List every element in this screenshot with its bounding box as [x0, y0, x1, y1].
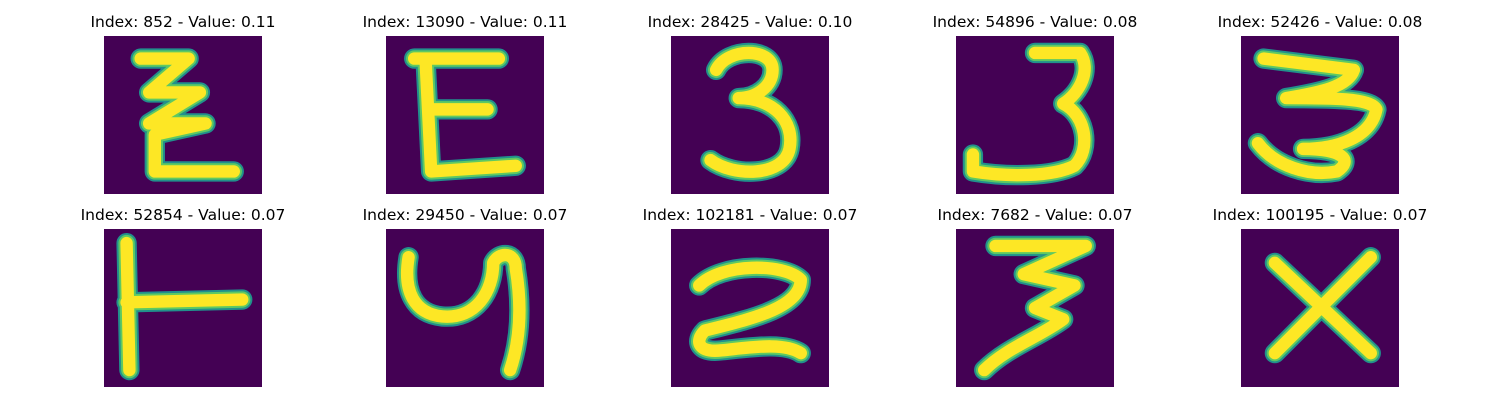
glyph-stroke: [1268, 251, 1377, 360]
digit-image: [1241, 229, 1399, 387]
panel-title: Index: 52854 - Value: 0.07: [80, 206, 286, 224]
panel-10: Index: 100195 - Value: 0.07: [1210, 205, 1430, 387]
panel-8: Index: 102181 - Value: 0.07: [640, 205, 860, 387]
panel-title: Index: 13090 - Value: 0.11: [362, 13, 568, 31]
glyph-stroke: [120, 236, 249, 377]
digit-image: [104, 36, 262, 194]
glyph-stroke: [978, 239, 1092, 377]
panel-title: Index: 100195 - Value: 0.07: [1212, 206, 1428, 224]
digit-image: [104, 229, 262, 387]
glyph-stroke: [704, 46, 797, 178]
glyph-stroke: [966, 46, 1091, 182]
panel-1: Index: 852 - Value: 0.11: [73, 12, 293, 194]
digit-image: [671, 36, 829, 194]
glyph-stroke: [408, 52, 522, 178]
panel-3: Index: 28425 - Value: 0.10: [640, 12, 860, 194]
panel-title: Index: 52426 - Value: 0.08: [1217, 13, 1423, 31]
glyph-stroke: [401, 248, 526, 377]
panel-title: Index: 102181 - Value: 0.07: [642, 206, 858, 224]
digit-image: [956, 229, 1114, 387]
glyph-stroke: [134, 52, 240, 178]
panel-title: Index: 28425 - Value: 0.10: [647, 13, 853, 31]
panel-9: Index: 7682 - Value: 0.07: [925, 205, 1145, 387]
digit-image: [956, 36, 1114, 194]
panel-6: Index: 52854 - Value: 0.07: [73, 205, 293, 387]
panel-7: Index: 29450 - Value: 0.07: [355, 205, 575, 387]
glyph-stroke: [1251, 52, 1383, 180]
digit-image: [386, 36, 544, 194]
digit-image: [671, 229, 829, 387]
panel-title: Index: 54896 - Value: 0.08: [932, 13, 1138, 31]
digit-image: [386, 229, 544, 387]
panel-2: Index: 13090 - Value: 0.11: [355, 12, 575, 194]
digit-image: [1241, 36, 1399, 194]
panel-5: Index: 52426 - Value: 0.08: [1210, 12, 1430, 194]
panel-title: Index: 29450 - Value: 0.07: [362, 206, 568, 224]
glyph-stroke: [693, 261, 807, 360]
panel-title: Index: 7682 - Value: 0.07: [937, 206, 1133, 224]
panel-4: Index: 54896 - Value: 0.08: [925, 12, 1145, 194]
panel-title: Index: 852 - Value: 0.11: [90, 13, 276, 31]
